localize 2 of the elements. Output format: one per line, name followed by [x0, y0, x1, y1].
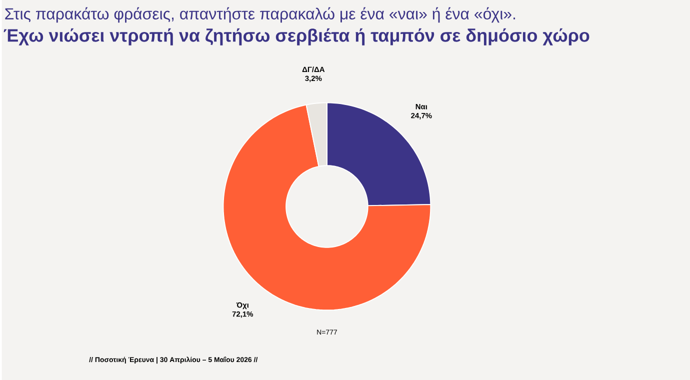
chart-title: Έχω νιώσει ντροπή να ζητήσω σερβιέτα ή ταμπόν σε δημόσιο χώρο	[4, 28, 590, 46]
chart-subtitle: Στις παρακάτω φράσεις, απαντήστε παρακαλώ με ένα «ναι» ή ένα «όχι».	[5, 7, 516, 23]
